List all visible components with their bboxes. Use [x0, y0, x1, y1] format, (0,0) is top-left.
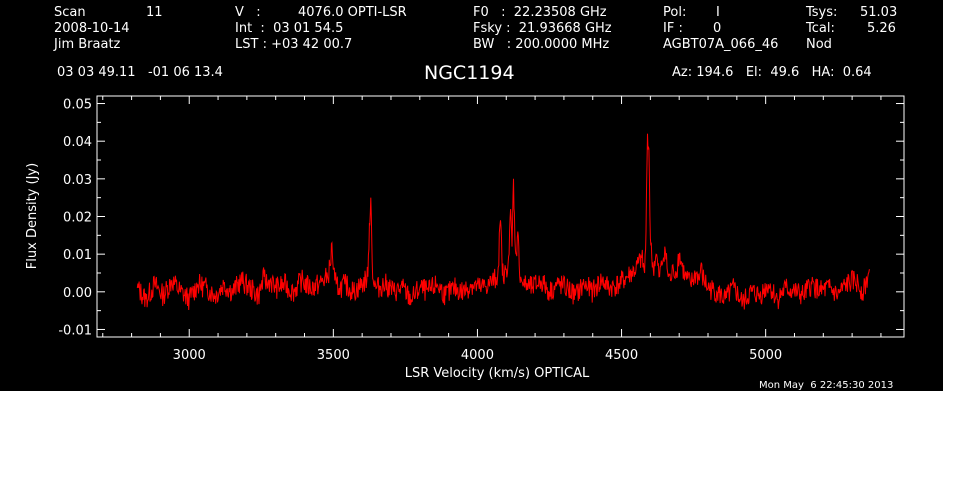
source-coordinates: 03 03 49.11 -01 06 13.4: [57, 65, 223, 80]
x-axis-ticks: 3000 3500 4000 4500 5000: [102, 96, 882, 363]
spectrum-series: [136, 133, 870, 311]
tcal-value: 5.26: [867, 21, 896, 36]
observer-name: Jim Braatz: [54, 37, 121, 52]
y-axis-label: Flux Density (Jy): [25, 163, 40, 269]
y-tick-label: 0.02: [63, 211, 92, 226]
x-tick-label: 3500: [317, 348, 350, 363]
y-tick-label: 0.04: [63, 135, 92, 150]
y-tick-label: -0.01: [58, 323, 92, 338]
polarization-label: Pol:: [663, 5, 687, 20]
plot-window: Scan 11 2008-10-14 Jim Braatz V : 4076.0…: [0, 0, 943, 391]
tcal-label: Tcal:: [806, 21, 835, 36]
az-el-ha: Az: 194.6 El: 49.6 HA: 0.64: [672, 65, 872, 80]
y-axis-ticks: -0.01 0.00 0.01 0.02 0.03 0.04 0.05: [58, 98, 904, 338]
if-label: IF :: [663, 21, 683, 36]
x-axis-label: LSR Velocity (km/s) OPTICAL: [405, 366, 590, 381]
if-value: 0: [713, 21, 722, 36]
spectrum-chart: 3000 3500 4000 4500 5000 -0.01 0.00 0.01 0.02 0.…: [25, 95, 905, 381]
x-tick-label: 4500: [605, 348, 638, 363]
lst-value: LST : +03 42 00.7: [235, 37, 353, 52]
scan-number: 11: [146, 5, 163, 20]
y-tick-label: 0.05: [63, 98, 92, 113]
spectrum-line: [136, 133, 870, 311]
polarization-value: I: [716, 5, 720, 20]
procedure-name: Nod: [806, 37, 832, 52]
scan-label: Scan: [54, 5, 86, 20]
plot-timestamp: Mon May 6 22:45:30 2013: [759, 380, 894, 391]
x-tick-label: 3000: [173, 348, 206, 363]
x-tick-label: 5000: [749, 348, 782, 363]
y-tick-label: 0.03: [63, 173, 92, 188]
source-name: NGC1194: [424, 62, 515, 84]
bandwidth: BW : 200.0000 MHz: [473, 37, 610, 52]
tsys-value: 51.03: [860, 5, 898, 20]
y-tick-label: 0.01: [63, 248, 92, 263]
observation-date: 2008-10-14: [54, 21, 130, 36]
x-tick-label: 4000: [461, 348, 494, 363]
tsys-label: Tsys:: [806, 5, 838, 20]
project-id: AGBT07A_066_46: [663, 37, 779, 52]
velocity-value: 4076.0 OPTI-LSR: [298, 5, 407, 20]
sky-frequency: Fsky : 21.93668 GHz: [473, 21, 612, 36]
integration-time: Int : 03 01 54.5: [235, 21, 344, 36]
velocity-label: V :: [235, 5, 261, 20]
rest-frequency: F0 : 22.23508 GHz: [473, 5, 607, 20]
y-tick-label: 0.00: [63, 286, 92, 301]
